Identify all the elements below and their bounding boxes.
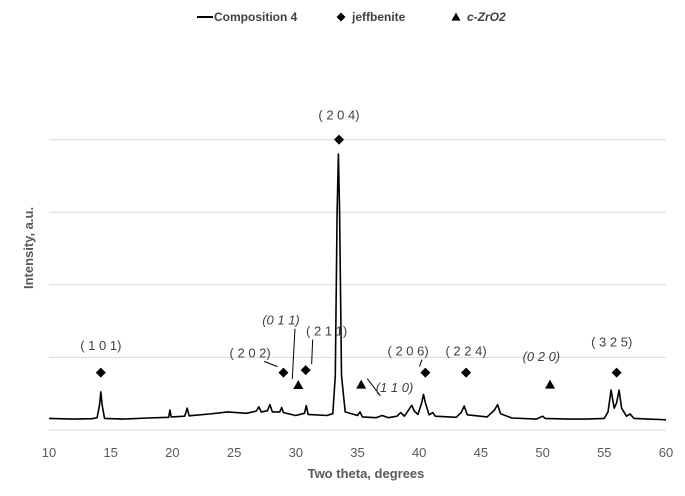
gridlines: [49, 139, 666, 431]
peak-label: ( 3 2 5): [591, 335, 632, 350]
legend-entry: Composition 4: [197, 10, 298, 24]
legend-entry: c-ZrO2: [451, 10, 506, 24]
x-tick-label: 30: [289, 445, 303, 460]
peak-label: (1 1 0): [376, 380, 414, 395]
y-axis-title: Intensity, a.u.: [21, 207, 36, 289]
series-line: [48, 153, 667, 421]
peak-annotations: ( 1 0 1) ( 2 0 2) (0 1 1) ( 2 1 1) ( 2 0 4) (…: [80, 108, 632, 397]
x-tick-label: 25: [227, 445, 241, 460]
jeffbenite-marker: [300, 365, 311, 376]
x-tick-label: 60: [659, 445, 673, 460]
jeffbenite-marker: [461, 367, 472, 378]
series-composition-4: [48, 153, 667, 421]
jeffbenite-marker: [611, 367, 622, 378]
annotation-leader: [366, 378, 381, 397]
peak-label: (0 1 1): [262, 313, 300, 328]
x-tick-label: 40: [412, 445, 426, 460]
jeffbenite-marker: [278, 367, 289, 378]
legend-label: jeffbenite: [351, 10, 406, 24]
x-tick-label: 15: [103, 445, 117, 460]
jeffbenite-marker: [420, 367, 431, 378]
legend-entry: jeffbenite: [336, 10, 406, 24]
peak-label: ( 2 2 4): [445, 344, 486, 359]
zro2-marker: [356, 379, 367, 389]
zro2-marker: [293, 379, 304, 389]
peak-label: ( 2 0 6): [388, 344, 429, 359]
legend-label: c-ZrO2: [467, 10, 506, 24]
annotation-leader: [418, 359, 423, 367]
jeffbenite-marker: [95, 367, 106, 378]
legend: Composition 4 jeffbenite c-ZrO2: [197, 10, 506, 24]
x-tick-label: 10: [42, 445, 56, 460]
peak-label: ( 2 0 2): [230, 345, 271, 360]
peak-label: ( 2 1 1): [306, 324, 347, 339]
legend-triangle-swatch: [451, 12, 461, 21]
zro2-marker: [545, 379, 556, 389]
annotation-leader: [291, 328, 296, 380]
legend-diamond-swatch: [336, 12, 346, 22]
peak-label: (0 2 0): [523, 349, 561, 364]
annotation-leader: [311, 339, 314, 365]
x-tick-label: 35: [350, 445, 364, 460]
x-axis-title: Two theta, degrees: [308, 466, 425, 481]
x-tick-label: 45: [474, 445, 488, 460]
annotation-leader: [263, 360, 278, 368]
jeffbenite-marker: [333, 134, 344, 145]
legend-label: Composition 4: [214, 10, 298, 24]
peak-label: ( 1 0 1): [80, 338, 121, 353]
peak-label: ( 2 0 4): [318, 108, 359, 123]
x-axis-ticks: 10 15 20 25 30 35 40 45 50 55 60: [42, 445, 673, 460]
x-tick-label: 20: [165, 445, 179, 460]
x-tick-label: 55: [597, 445, 611, 460]
x-tick-label: 50: [535, 445, 549, 460]
